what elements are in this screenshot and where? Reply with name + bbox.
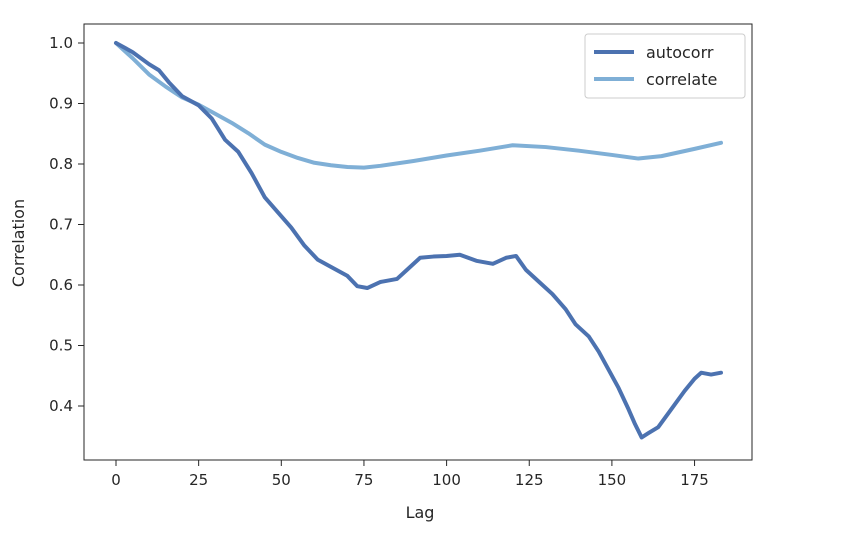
y-tick-label: 0.4 (49, 397, 73, 415)
x-tick-label: 100 (432, 471, 461, 489)
y-tick-label: 0.8 (49, 155, 73, 173)
y-tick-label: 1.0 (49, 34, 73, 52)
legend: autocorr correlate (584, 33, 746, 99)
x-tick-label: 50 (272, 471, 291, 489)
y-axis-label: Correlation (9, 199, 28, 287)
x-tick-label: 25 (189, 471, 208, 489)
plot-frame (83, 23, 753, 461)
legend-label-correlate: correlate (646, 70, 717, 89)
x-tick-label: 75 (354, 471, 373, 489)
series-line-autocorr (114, 41, 723, 440)
x-tick-label: 150 (598, 471, 627, 489)
y-tick-label: 0.5 (49, 337, 73, 355)
x-tick-label: 175 (680, 471, 709, 489)
x-tick-label: 0 (111, 471, 121, 489)
x-tick-label: 125 (515, 471, 544, 489)
y-tick-label: 0.6 (49, 276, 73, 294)
y-tick-label: 0.9 (49, 95, 73, 113)
x-axis-label: Lag (406, 503, 435, 522)
y-tick-label: 0.7 (49, 216, 73, 234)
legend-label-autocorr: autocorr (646, 43, 714, 62)
